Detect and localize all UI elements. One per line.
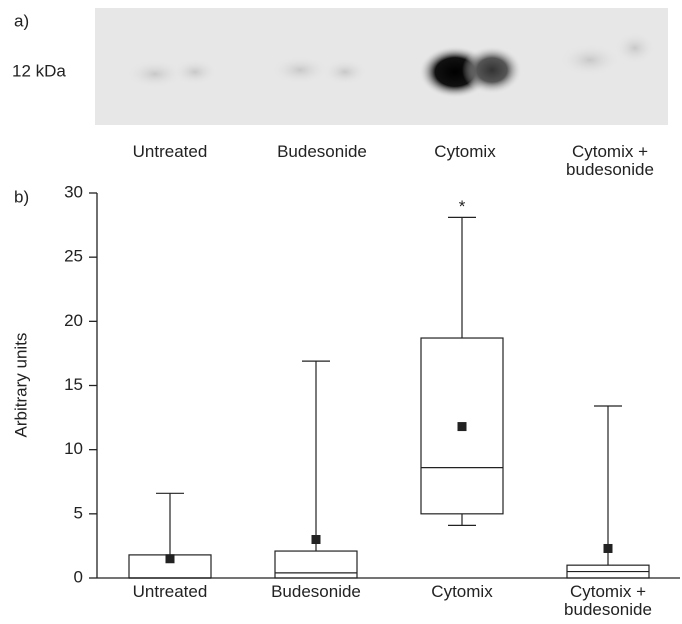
- figure: a) 12 kDa b) Arbitrary units 0 5 10 15 20 25 3…: [0, 0, 682, 624]
- y-tick-label: 30: [64, 182, 83, 201]
- box: [275, 551, 357, 578]
- panel-label: b): [14, 187, 29, 206]
- chart: a) 12 kDa b) Arbitrary units 0 5 10 15 20 25 3…: [0, 0, 682, 624]
- lane-label: Untreated: [114, 143, 226, 161]
- x-tick-label: Untreated: [114, 583, 226, 601]
- y-tick-label: 5: [74, 503, 83, 522]
- x-tick-label: Cytomix: [406, 583, 518, 601]
- mean-marker: [166, 554, 175, 563]
- y-tick-label: 25: [64, 247, 83, 266]
- x-tick-label: Budesonide: [260, 583, 372, 601]
- blot: [95, 8, 668, 125]
- x-tick-label: Cytomix + budesonide: [552, 583, 664, 619]
- y-tick-label: 15: [64, 375, 83, 394]
- y-axis-label: Arbitrary units: [11, 333, 30, 438]
- mean-marker: [458, 422, 467, 431]
- lane-label: Cytomix + budesonide: [554, 143, 666, 179]
- y-tick-label: 20: [64, 311, 83, 330]
- lane-label: Cytomix: [409, 143, 521, 161]
- annotation: *: [459, 197, 466, 216]
- marker-label: 12 kDa: [12, 61, 66, 80]
- y-tick-label: 10: [64, 439, 83, 458]
- mean-marker: [604, 544, 613, 553]
- mean-marker: [312, 535, 321, 544]
- lane-label: Budesonide: [266, 143, 378, 161]
- panel-label: a): [14, 11, 29, 30]
- y-tick-label: 0: [74, 567, 83, 586]
